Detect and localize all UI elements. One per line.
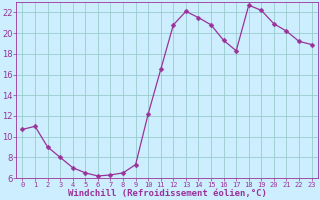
X-axis label: Windchill (Refroidissement éolien,°C): Windchill (Refroidissement éolien,°C) — [68, 189, 267, 198]
